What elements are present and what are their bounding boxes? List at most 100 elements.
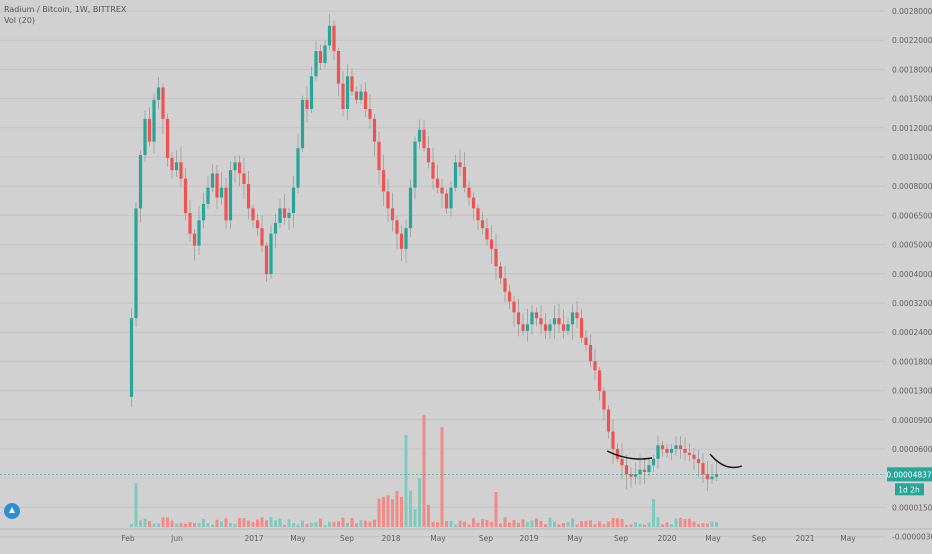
candle-body bbox=[138, 155, 143, 209]
volume-bar bbox=[350, 517, 354, 527]
volume-bar bbox=[620, 518, 624, 527]
candle-body bbox=[669, 449, 674, 453]
volume-bar bbox=[202, 518, 205, 527]
volume-bar bbox=[436, 522, 439, 527]
candle-body bbox=[710, 476, 714, 480]
candle-body bbox=[206, 187, 210, 204]
candle-body bbox=[498, 266, 503, 279]
volume-bar bbox=[337, 521, 340, 527]
y-tick-label: -0.00000300 bbox=[892, 533, 932, 542]
symbol-label: Radium / Bitcoin, 1W, BITTREX bbox=[4, 5, 127, 14]
annotation-curve bbox=[606, 450, 653, 460]
candle-body bbox=[237, 162, 242, 174]
volume-bar bbox=[647, 522, 651, 527]
candle-body bbox=[341, 83, 345, 109]
candle-body bbox=[494, 248, 498, 267]
candle-body bbox=[386, 191, 390, 209]
price-badge-value: 0.00004837 bbox=[886, 470, 932, 479]
volume-bar bbox=[481, 519, 484, 527]
candle-body bbox=[287, 212, 291, 218]
candle-body bbox=[512, 301, 516, 313]
candle-body bbox=[282, 208, 287, 218]
candle-body bbox=[345, 76, 350, 109]
volume-bar bbox=[611, 518, 615, 527]
candle-body bbox=[525, 324, 530, 331]
volume-bar bbox=[247, 520, 250, 527]
candle-body bbox=[602, 391, 606, 410]
x-tick-label: Jun bbox=[170, 534, 183, 543]
candle-body bbox=[458, 162, 462, 167]
volume-bar bbox=[629, 524, 633, 527]
volume-bar bbox=[688, 518, 691, 527]
candle-body bbox=[390, 208, 395, 221]
candle-body bbox=[215, 173, 219, 198]
volume-bar bbox=[404, 435, 408, 527]
candle-body bbox=[471, 197, 476, 209]
volume-bar bbox=[134, 483, 138, 527]
candle-body bbox=[417, 129, 422, 142]
volume-bar bbox=[175, 523, 178, 527]
volume-bar bbox=[517, 522, 520, 527]
volume-bar bbox=[346, 522, 349, 527]
candle-body bbox=[575, 312, 579, 319]
volume-bar bbox=[476, 522, 480, 527]
x-tick-label: 2020 bbox=[657, 534, 676, 543]
candle-body bbox=[534, 312, 539, 319]
tradingview-logo-icon[interactable] bbox=[4, 503, 20, 519]
volume-bar bbox=[458, 520, 462, 527]
volume-bar bbox=[602, 524, 606, 527]
volume-bar bbox=[562, 523, 565, 527]
candle-body bbox=[683, 449, 687, 453]
volume-bar bbox=[386, 495, 390, 527]
volume-bar bbox=[143, 518, 147, 527]
candle-body bbox=[192, 233, 197, 246]
volume-bar bbox=[161, 517, 165, 527]
volume-bar bbox=[274, 520, 277, 527]
candle-body bbox=[633, 474, 638, 477]
volume-bar bbox=[305, 523, 309, 527]
volume-bar bbox=[679, 517, 682, 527]
candle-body bbox=[170, 157, 174, 171]
candle-body bbox=[588, 345, 593, 362]
x-tick-label: Sep bbox=[614, 534, 628, 543]
volume-bar bbox=[692, 521, 696, 527]
candle-body bbox=[152, 99, 156, 142]
volume-bar bbox=[152, 523, 156, 527]
candle-body bbox=[413, 141, 417, 188]
x-tick-label: 2019 bbox=[519, 534, 538, 543]
candle-body bbox=[242, 173, 246, 184]
volume-bar bbox=[287, 519, 291, 527]
volume-bar bbox=[323, 524, 327, 527]
candle-body bbox=[422, 129, 426, 149]
volume-bar bbox=[296, 524, 300, 527]
volume-bar bbox=[467, 524, 471, 527]
volume-bar bbox=[170, 520, 174, 527]
candle-body bbox=[687, 452, 692, 455]
volume-bar bbox=[400, 496, 403, 527]
volume-bar bbox=[521, 519, 525, 527]
volume-bar bbox=[211, 524, 214, 527]
volume-bar bbox=[355, 523, 358, 527]
volume-bar bbox=[656, 517, 660, 527]
volume-bar bbox=[472, 518, 475, 527]
candle-body bbox=[530, 312, 534, 325]
volume-bar bbox=[526, 522, 529, 527]
candle-body bbox=[453, 162, 458, 188]
volume-bar bbox=[368, 521, 372, 527]
candle-body bbox=[476, 208, 480, 221]
candle-body bbox=[363, 91, 368, 109]
candle-body bbox=[228, 170, 233, 221]
volume-bar bbox=[179, 523, 183, 527]
volume-bar bbox=[557, 524, 561, 527]
volume-bar bbox=[503, 517, 507, 527]
candle-body bbox=[408, 187, 413, 229]
x-tick-label: 2017 bbox=[244, 534, 263, 543]
